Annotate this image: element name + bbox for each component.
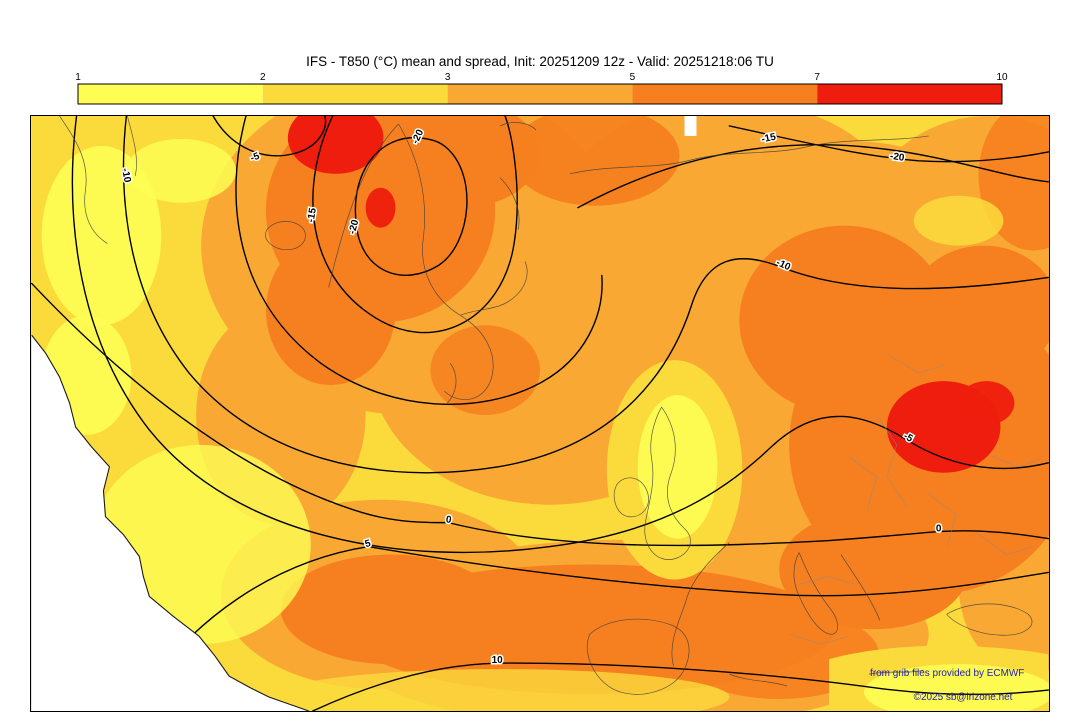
colorbar-tick: 10 — [996, 72, 1008, 83]
map-area: -10 -5 -20 -20 -15 -15 -20 -10 -5 0 0 5 … — [30, 115, 1050, 712]
contour-label: 0 — [936, 524, 942, 535]
contour-label: -15 — [761, 131, 778, 145]
colorbar-tick: 5 — [630, 72, 636, 83]
spread-fill-layer — [31, 116, 1049, 711]
credits: from grib files provided by ECMWF ©2025 … — [870, 668, 1024, 703]
contour-label: -10 — [119, 167, 132, 184]
colorbar-segment — [447, 84, 633, 104]
colorbar-segment — [632, 84, 818, 104]
colorbar: 1 2 3 5 7 10 — [75, 72, 1008, 105]
chart-title: IFS - T850 (°C) mean and spread, Init: 2… — [306, 54, 774, 69]
colorbar-tick: 2 — [260, 72, 266, 83]
contour-label: -20 — [889, 151, 905, 164]
credit-copyright-line: ©2025 sb@irizone.net — [914, 692, 1013, 703]
contour-lines-layer — [31, 116, 1049, 711]
colorbar-outline — [77, 83, 1003, 105]
colorbar-tick: 7 — [814, 72, 820, 83]
colorbar-segment — [817, 84, 1002, 104]
colorbar-segment — [262, 84, 448, 104]
coastlines-layer — [59, 116, 1033, 695]
colorbar-segment — [78, 84, 263, 104]
contour-label: 5 — [364, 538, 373, 550]
map-svg: -10 -5 -20 -20 -15 -15 -20 -10 -5 0 0 5 … — [31, 116, 1049, 711]
contour-label: 0 — [445, 514, 452, 526]
no-data-region — [31, 116, 697, 711]
contour-label: 10 — [492, 655, 504, 666]
colorbar-segments — [77, 83, 1003, 105]
colorbar-tick: 1 — [75, 72, 81, 83]
colorbar-tick: 3 — [445, 72, 451, 83]
colorbar-tick-labels: 1 2 3 5 7 10 — [75, 72, 1008, 83]
contour-label: -15 — [306, 207, 319, 224]
country-borders-layer — [789, 354, 1041, 645]
credit-source-line: from grib files provided by ECMWF — [870, 668, 1024, 679]
